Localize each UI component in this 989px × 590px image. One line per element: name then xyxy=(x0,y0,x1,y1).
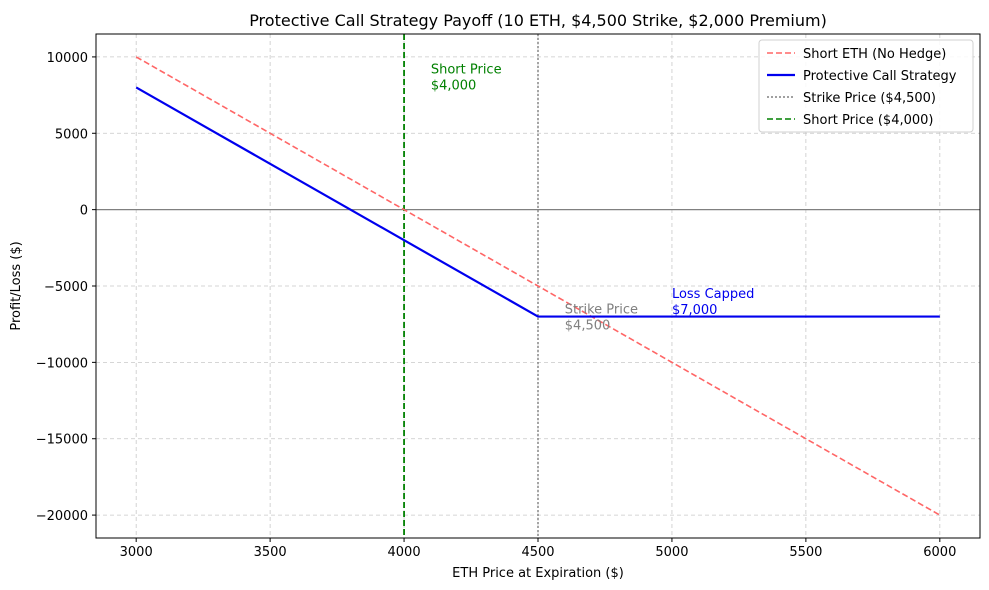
x-tick-label: 4000 xyxy=(388,545,421,560)
annotation-line: Strike Price xyxy=(565,302,638,317)
x-tick-label: 3000 xyxy=(120,545,153,560)
legend-label: Short Price ($4,000) xyxy=(803,113,934,128)
y-tick-label: 0 xyxy=(80,204,88,219)
annotation-0: Short Price $4,000 xyxy=(431,63,502,94)
x-tick-label: 4500 xyxy=(521,545,554,560)
y-tick-label: 5000 xyxy=(55,127,88,142)
x-axis-label: ETH Price at Expiration ($) xyxy=(452,566,624,581)
legend-label: Short ETH (No Hedge) xyxy=(803,47,946,62)
y-tick-label: −15000 xyxy=(36,433,88,448)
annotations: Short Price $4,000 Strike Price $4,500 Loss … xyxy=(431,63,755,334)
legend-label: Strike Price ($4,500) xyxy=(803,91,936,106)
legend-box xyxy=(758,39,974,133)
y-axis-label: Profit/Loss ($) xyxy=(9,241,24,330)
legend: Short ETH (No Hedge) Protective Call Stra… xyxy=(758,39,974,133)
annotation-line: $4,000 xyxy=(431,79,477,94)
series-line-1 xyxy=(135,86,940,318)
series-line-0 xyxy=(135,56,941,516)
y-tick-label: −20000 xyxy=(36,509,88,524)
x-tick-label: 5000 xyxy=(655,545,688,560)
annotation-line: $4,500 xyxy=(565,318,611,333)
x-tick-label: 6000 xyxy=(923,545,956,560)
x-tick-label: 5500 xyxy=(789,545,822,560)
annotation-1: Strike Price $4,500 xyxy=(565,302,638,333)
annotation-line: Short Price xyxy=(431,63,502,78)
y-tick-label: −5000 xyxy=(44,280,88,295)
x-tick-label: 3500 xyxy=(254,545,287,560)
legend-label: Protective Call Strategy xyxy=(803,69,957,84)
chart-title: Protective Call Strategy Payoff (10 ETH,… xyxy=(249,11,827,30)
annotation-2: Loss Capped $7,000 xyxy=(672,287,754,318)
annotation-line: Loss Capped xyxy=(672,287,754,302)
annotation-line: $7,000 xyxy=(672,303,718,318)
series-lines xyxy=(135,56,941,516)
axis-ticks: 3000 3500 4000 4500 5000 5500 6000 10000 5000 0 −5… xyxy=(36,51,957,560)
y-tick-label: −10000 xyxy=(36,356,88,371)
y-tick-label: 10000 xyxy=(47,51,88,66)
